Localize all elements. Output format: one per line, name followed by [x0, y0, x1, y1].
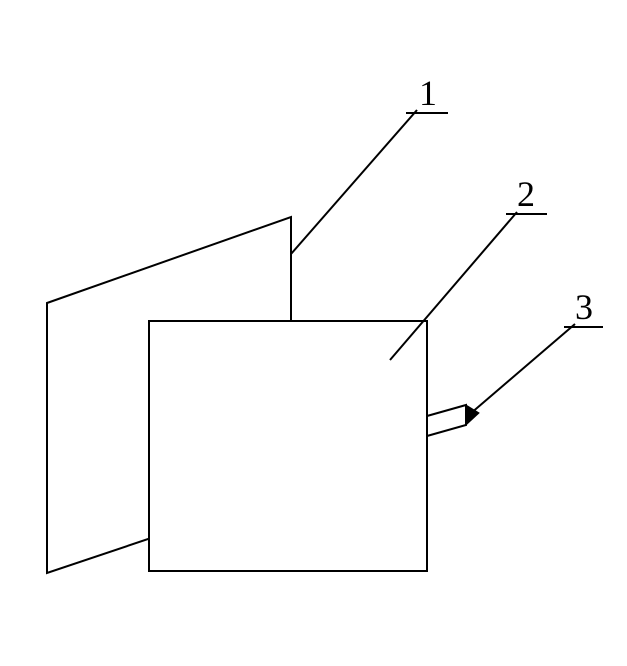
leader-line-1 [291, 110, 417, 254]
callout-label-1: 1 [419, 73, 437, 113]
leader-line-3 [470, 324, 575, 414]
front-panel [149, 321, 427, 571]
callout-label-2: 2 [517, 174, 535, 214]
connector-bridge [427, 405, 466, 436]
leader-line-2 [390, 212, 517, 360]
callout-label-3: 3 [575, 287, 593, 327]
